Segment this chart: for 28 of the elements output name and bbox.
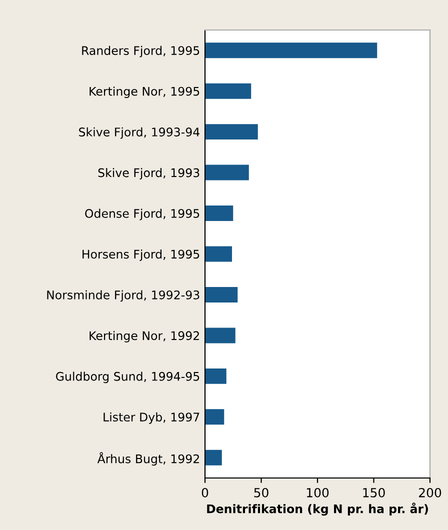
y-tick-label: Kertinge Nor, 1995 (90, 86, 200, 98)
bar (205, 83, 252, 99)
y-tick-label: Skive Fjord, 1993 (98, 168, 200, 180)
bar (205, 368, 226, 384)
bar (205, 409, 224, 425)
y-tick-label: Norsminde Fjord, 1992-93 (47, 290, 200, 302)
bar (205, 164, 249, 180)
x-axis-title: Denitrifikation (kg N pr. ha pr. år) (207, 502, 428, 516)
bar (205, 286, 238, 302)
y-tick-label: Skive Fjord, 1993-94 (79, 127, 200, 139)
bar (205, 42, 378, 58)
y-tick-label: Guldborg Sund, 1994-95 (56, 372, 200, 384)
x-tick-label: 50 (254, 488, 268, 498)
y-tick-label: Randers Fjord, 1995 (82, 46, 200, 58)
x-tick-label: 200 (418, 488, 442, 498)
bar (205, 124, 258, 140)
y-tick-label: Lister Dyb, 1997 (104, 412, 200, 424)
x-tick-label: 0 (202, 488, 208, 498)
bar (205, 450, 222, 466)
y-tick-label: Odense Fjord, 1995 (85, 208, 200, 220)
bar (205, 206, 234, 222)
y-tick-label: Kertinge Nor, 1992 (90, 330, 199, 342)
bar (205, 246, 232, 262)
bar (205, 328, 236, 344)
y-tick-label: Århus Bugt, 1992 (97, 452, 199, 466)
x-tick-label: 100 (306, 488, 329, 498)
y-tick-label: Horsens Fjord, 1995 (82, 250, 200, 261)
x-tick-label: 150 (363, 488, 385, 498)
